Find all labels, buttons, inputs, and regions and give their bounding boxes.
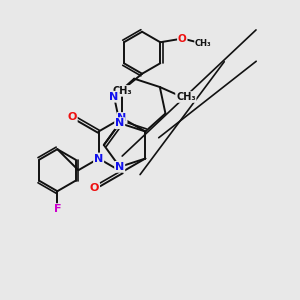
Text: O: O	[68, 112, 77, 122]
Text: O: O	[178, 34, 187, 44]
Text: CH₃: CH₃	[195, 39, 211, 48]
Text: N: N	[110, 92, 119, 102]
Text: N: N	[115, 162, 124, 172]
Text: CH₃: CH₃	[112, 86, 132, 96]
Text: N: N	[117, 113, 127, 123]
Text: O: O	[90, 183, 99, 193]
Text: N: N	[94, 154, 103, 164]
Text: F: F	[54, 204, 61, 214]
Text: N: N	[115, 118, 124, 128]
Text: CH₃: CH₃	[176, 92, 196, 102]
